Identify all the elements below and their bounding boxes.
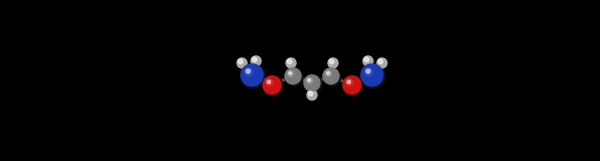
Circle shape	[308, 79, 311, 82]
Circle shape	[236, 57, 248, 69]
Circle shape	[263, 76, 283, 96]
Circle shape	[289, 72, 292, 75]
Circle shape	[366, 69, 370, 73]
Circle shape	[251, 56, 261, 66]
Circle shape	[323, 68, 341, 86]
Circle shape	[287, 71, 293, 77]
Circle shape	[326, 71, 332, 77]
Circle shape	[250, 55, 262, 67]
Circle shape	[327, 72, 329, 75]
Circle shape	[361, 64, 385, 88]
Circle shape	[306, 89, 318, 101]
Circle shape	[365, 67, 373, 76]
Circle shape	[237, 58, 247, 68]
Circle shape	[343, 76, 363, 96]
Circle shape	[241, 64, 263, 86]
Circle shape	[252, 57, 257, 62]
Circle shape	[378, 59, 383, 64]
Circle shape	[246, 69, 250, 73]
Circle shape	[304, 75, 320, 91]
Circle shape	[362, 55, 374, 67]
Circle shape	[287, 59, 292, 64]
Circle shape	[363, 56, 373, 66]
Circle shape	[285, 68, 303, 86]
Circle shape	[286, 58, 296, 68]
Circle shape	[377, 58, 387, 68]
Circle shape	[347, 80, 350, 83]
Circle shape	[267, 80, 271, 83]
Circle shape	[263, 76, 281, 94]
Circle shape	[245, 67, 253, 76]
Circle shape	[238, 59, 243, 64]
Circle shape	[308, 91, 313, 96]
Circle shape	[285, 57, 297, 69]
Circle shape	[346, 79, 353, 86]
Circle shape	[304, 75, 322, 93]
Circle shape	[364, 57, 369, 62]
Circle shape	[329, 59, 334, 64]
Circle shape	[266, 79, 273, 86]
Circle shape	[285, 68, 301, 84]
Circle shape	[241, 64, 265, 88]
Circle shape	[323, 68, 339, 84]
Circle shape	[361, 64, 383, 86]
Circle shape	[376, 57, 388, 69]
Circle shape	[327, 57, 339, 69]
Circle shape	[343, 76, 361, 94]
Circle shape	[307, 78, 313, 84]
Circle shape	[328, 58, 338, 68]
Circle shape	[307, 90, 317, 100]
